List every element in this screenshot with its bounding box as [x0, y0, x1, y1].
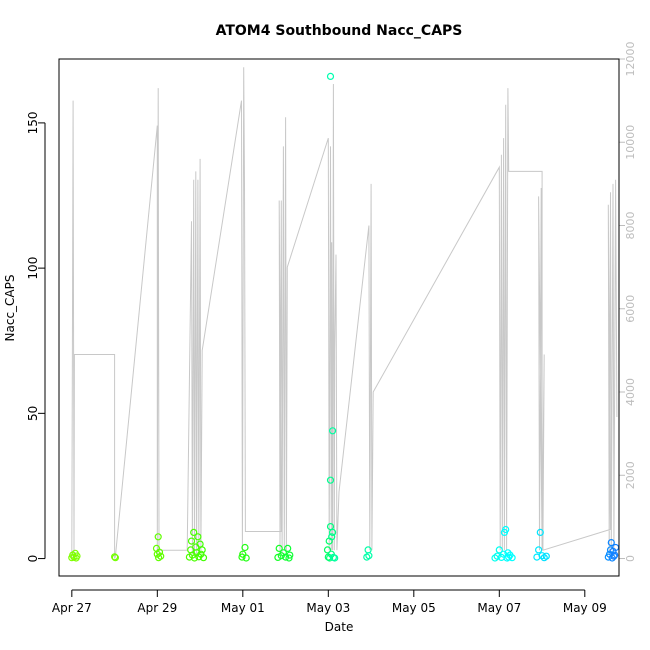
x-tick-label: May 01: [221, 601, 265, 615]
x-tick-label: May 07: [477, 601, 521, 615]
y2-tick-label: 12000: [624, 42, 637, 77]
data-point: [611, 551, 619, 559]
data-point: [198, 546, 206, 554]
data-point: [508, 554, 516, 562]
data-point: [607, 538, 615, 547]
x-tick-label: May 03: [306, 601, 350, 615]
data-point: [329, 427, 337, 435]
x-tick-label: Apr 29: [137, 601, 177, 615]
data-point: [110, 553, 119, 561]
data-point: [190, 528, 198, 537]
data-point: [238, 553, 246, 561]
plot-frame: [58, 58, 620, 577]
data-point: [193, 549, 201, 557]
data-point: [241, 543, 249, 552]
data-point: [194, 533, 202, 541]
data-point: [196, 540, 204, 548]
x-axis-label: Date: [325, 620, 354, 634]
x-tick-label: May 09: [563, 601, 607, 615]
data-point: [542, 552, 550, 560]
data-point: [154, 533, 162, 541]
data-point: [329, 528, 337, 537]
data-point: [534, 546, 543, 554]
data-point: [326, 554, 334, 562]
data-point: [538, 552, 546, 560]
y2-tick-label: 6000: [624, 295, 637, 323]
data-point: [73, 552, 81, 560]
data-point: [187, 537, 196, 545]
data-point: [536, 528, 544, 537]
data-point: [502, 525, 510, 534]
y-tick-label: 100: [26, 257, 40, 280]
y2-tick-label: 10000: [624, 125, 637, 160]
data-point: [284, 544, 292, 553]
x-tick-label: May 05: [392, 601, 436, 615]
y-tick-label: 150: [26, 111, 40, 134]
y2-tick-label: 8000: [624, 212, 637, 240]
y-tick-label: 50: [26, 406, 40, 421]
data-point: [286, 551, 294, 559]
y-tick-label: 0: [26, 555, 40, 563]
secondary-series-line: [71, 67, 618, 559]
data-point: [331, 554, 339, 562]
data-point: [285, 554, 293, 562]
data-point: [610, 552, 618, 560]
data-point: [275, 544, 283, 553]
data-point: [274, 553, 282, 562]
chart-title: ATOM4 Southbound Nacc_CAPS: [216, 23, 463, 39]
data-point: [326, 72, 335, 81]
data-point: [157, 552, 165, 560]
primary-series-points: [68, 72, 620, 562]
data-point: [199, 554, 208, 562]
data-point: [328, 533, 336, 541]
x-tick-label: Apr 27: [52, 601, 92, 615]
data-point: [493, 552, 501, 560]
y2-tick-label: 4000: [624, 378, 637, 406]
y2-tick-label: 0: [624, 555, 637, 562]
data-point: [323, 546, 332, 554]
data-point: [365, 552, 373, 560]
data-point: [155, 548, 164, 556]
y2-tick-label: 2000: [624, 461, 637, 489]
gray-trace-line: [71, 67, 618, 559]
data-point: [326, 476, 335, 484]
data-point: [242, 554, 250, 562]
data-point: [111, 554, 120, 562]
data-point: [282, 553, 290, 561]
y-axis-label: Nacc_CAPS: [3, 275, 17, 342]
data-point: [192, 543, 200, 551]
data-point: [495, 546, 503, 554]
